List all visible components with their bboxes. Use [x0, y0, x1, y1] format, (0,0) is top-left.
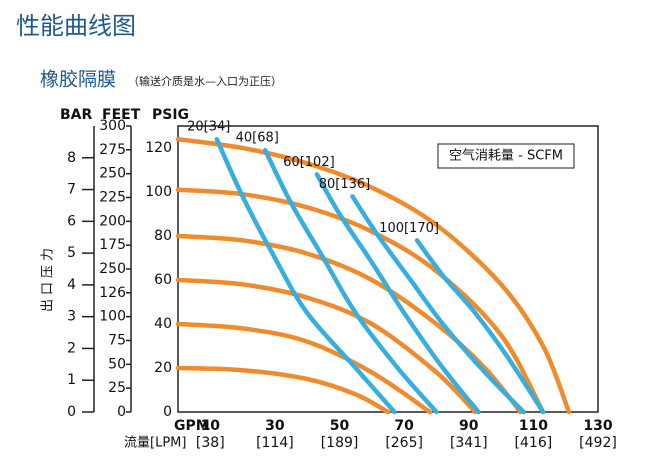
- feet-tick-label: 250: [99, 166, 126, 182]
- feet-tick-label: 175: [99, 237, 126, 253]
- feet-tick-label: 25: [108, 380, 126, 396]
- feet-tick-label: 0: [117, 404, 126, 420]
- y-axis-title: 出口压力: [41, 244, 56, 312]
- chart-subtitle: 橡胶隔膜: [40, 69, 116, 91]
- x-tick-label: 110: [519, 418, 548, 434]
- x-axis-title: GPM: [174, 418, 210, 434]
- bar-tick-label: 1: [67, 372, 76, 388]
- series-label: 40[68]: [236, 131, 279, 146]
- bar-tick-label: 5: [67, 245, 76, 261]
- feet-tick-label: 126: [99, 285, 126, 301]
- pressure-curve: [175, 277, 478, 415]
- series-label: 80[136]: [319, 177, 371, 192]
- bar-tick-label: 7: [67, 182, 76, 198]
- x2-tick-label: [492]: [579, 435, 617, 451]
- page-title: 性能曲线图: [16, 12, 136, 40]
- x2-axis-title: 流量[LPM]: [124, 436, 186, 451]
- air-curve: [262, 147, 439, 415]
- bar-tick-label: 0: [67, 404, 76, 420]
- y-tick-label: 40: [154, 316, 172, 332]
- y-tick-label: 80: [154, 228, 172, 244]
- feet-tick-label: 275: [99, 142, 126, 158]
- x-tick-label: 30: [265, 418, 285, 434]
- y-tick-label: 120: [145, 140, 172, 156]
- legend-title: 空气消耗量 - SCFM: [449, 148, 563, 164]
- x-tick-label: 130: [583, 418, 612, 434]
- x2-tick-label: [416]: [515, 435, 553, 451]
- y-tick-label: 20: [154, 360, 172, 376]
- bar-tick-label: 6: [67, 213, 76, 229]
- chart-note: （输送介质是水—入口为正压）: [128, 74, 282, 88]
- pressure-curve: [175, 321, 433, 415]
- air-curve: [414, 238, 546, 415]
- feet-tick-label: 50: [108, 356, 126, 372]
- y-tick-label: 100: [145, 184, 172, 200]
- y-tick-label: 0: [163, 404, 172, 420]
- pressure-curve: [175, 365, 391, 415]
- bar-tick-label: 8: [67, 150, 76, 166]
- legend-box: [437, 143, 575, 169]
- y-tick-label: 60: [154, 272, 172, 288]
- pressure-curve: [175, 136, 572, 415]
- air-curve: [350, 194, 526, 415]
- x2-tick-label: [38]: [196, 435, 225, 451]
- bar-tick-label: 4: [67, 277, 76, 293]
- x2-tick-label: [114]: [256, 435, 294, 451]
- x2-tick-label: [341]: [450, 435, 488, 451]
- feet-tick-label: 75: [108, 333, 126, 349]
- feet-axis-title: FEET: [102, 107, 141, 123]
- series-label: 100[170]: [379, 221, 439, 236]
- feet-tick-label: 250: [99, 261, 126, 277]
- feet-tick-label: 225: [99, 190, 126, 206]
- series-label: 20[34]: [187, 120, 230, 135]
- feet-tick-label: 300: [99, 118, 126, 134]
- x-tick-label: 70: [394, 418, 414, 434]
- air-curve: [314, 172, 481, 415]
- pressure-curve: [175, 233, 523, 415]
- x-tick-label: 90: [459, 418, 479, 434]
- feet-tick-label: 200: [99, 213, 126, 229]
- series-label: 60[102]: [283, 155, 335, 170]
- bar-axis-title: BAR: [60, 107, 93, 123]
- bar-tick-label: 3: [67, 309, 76, 325]
- x2-tick-label: [189]: [321, 435, 359, 451]
- psig-axis-title: PSIG: [152, 107, 189, 123]
- x-tick-label: 50: [330, 418, 350, 434]
- bar-tick-label: 2: [67, 340, 76, 356]
- x2-tick-label: [265]: [385, 435, 423, 451]
- feet-tick-label: 100: [99, 309, 126, 325]
- x-tick-label: 10: [201, 418, 221, 434]
- air-curve: [214, 136, 397, 415]
